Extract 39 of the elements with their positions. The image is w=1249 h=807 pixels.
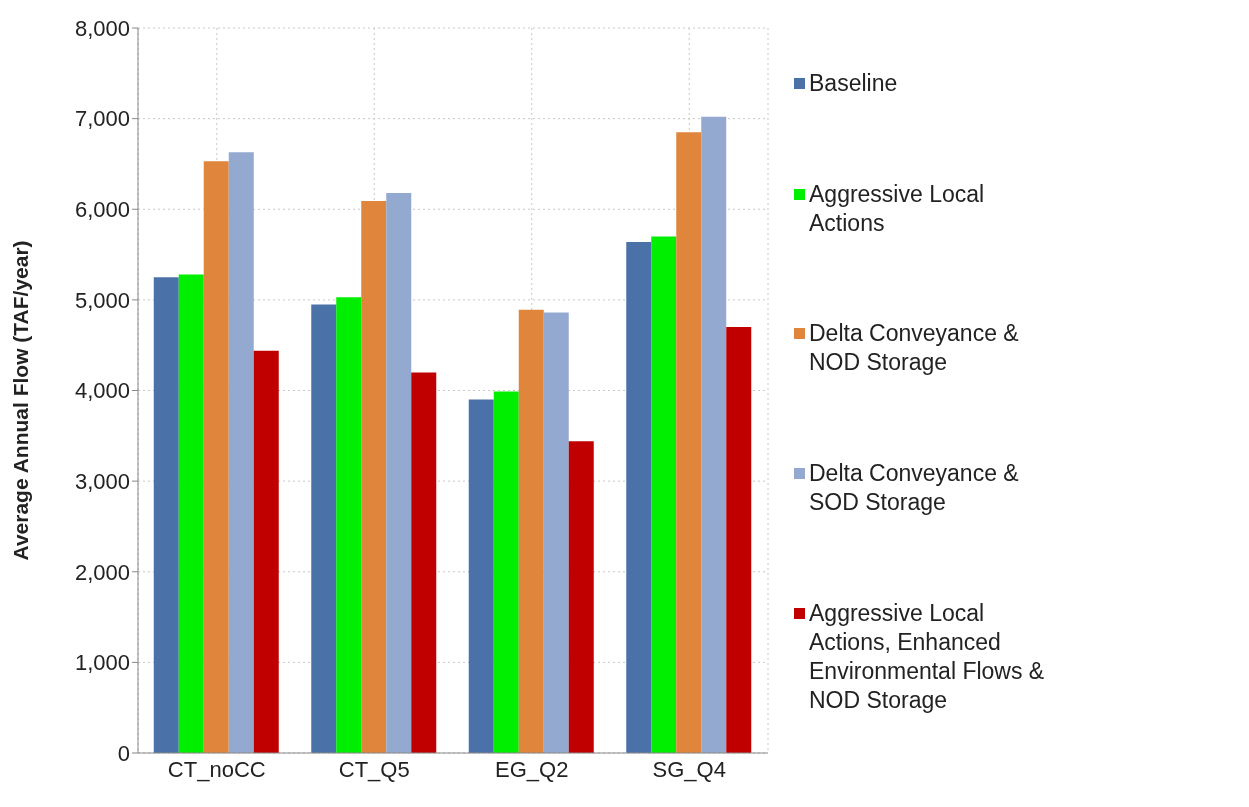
bar (626, 241, 652, 753)
y-tick-label: 0 (117, 740, 130, 766)
legend-label: Delta Conveyance & SOD Storage (809, 459, 1020, 518)
bar (336, 297, 362, 753)
bar (543, 312, 569, 753)
y-tick-label: 6,000 (74, 197, 130, 223)
x-tick-label: CT_Q5 (338, 756, 410, 782)
legend-label: Aggressive Local Actions, Enhanced Environmental Flows & NOD Storage (809, 599, 1046, 716)
bar (253, 350, 279, 753)
bar (311, 304, 337, 753)
bar (701, 116, 727, 753)
bar (568, 441, 594, 753)
legend-label: Baseline (809, 68, 899, 98)
x-tick-label: CT_noCC (167, 756, 266, 782)
legend-label: Delta Conveyance & NOD Storage (809, 319, 1020, 378)
x-tick-label: EG_Q2 (495, 756, 569, 782)
y-axis-title: Average Annual Flow (TAF/year) (9, 240, 33, 561)
bar (518, 309, 544, 753)
y-tick-label: 4,000 (74, 378, 130, 404)
bar (726, 327, 752, 753)
x-tick-label: SG_Q4 (652, 756, 726, 782)
y-tick-label: 7,000 (74, 106, 130, 132)
bar (676, 132, 702, 753)
bar (153, 277, 179, 753)
y-tick-label: 5,000 (74, 287, 130, 313)
bar (386, 192, 412, 753)
legend-label: Aggressive Local Actions (809, 179, 986, 238)
y-tick-label: 1,000 (74, 650, 130, 676)
bar (228, 152, 254, 753)
bar (651, 236, 677, 753)
y-tick-label: 2,000 (74, 559, 130, 585)
y-tick-label: 3,000 (74, 468, 130, 494)
bar (493, 391, 519, 753)
bar (468, 399, 494, 753)
bar (411, 372, 437, 753)
bar (361, 201, 387, 753)
bar (178, 274, 204, 753)
y-tick-label: 8,000 (74, 15, 130, 41)
bar (203, 161, 229, 753)
